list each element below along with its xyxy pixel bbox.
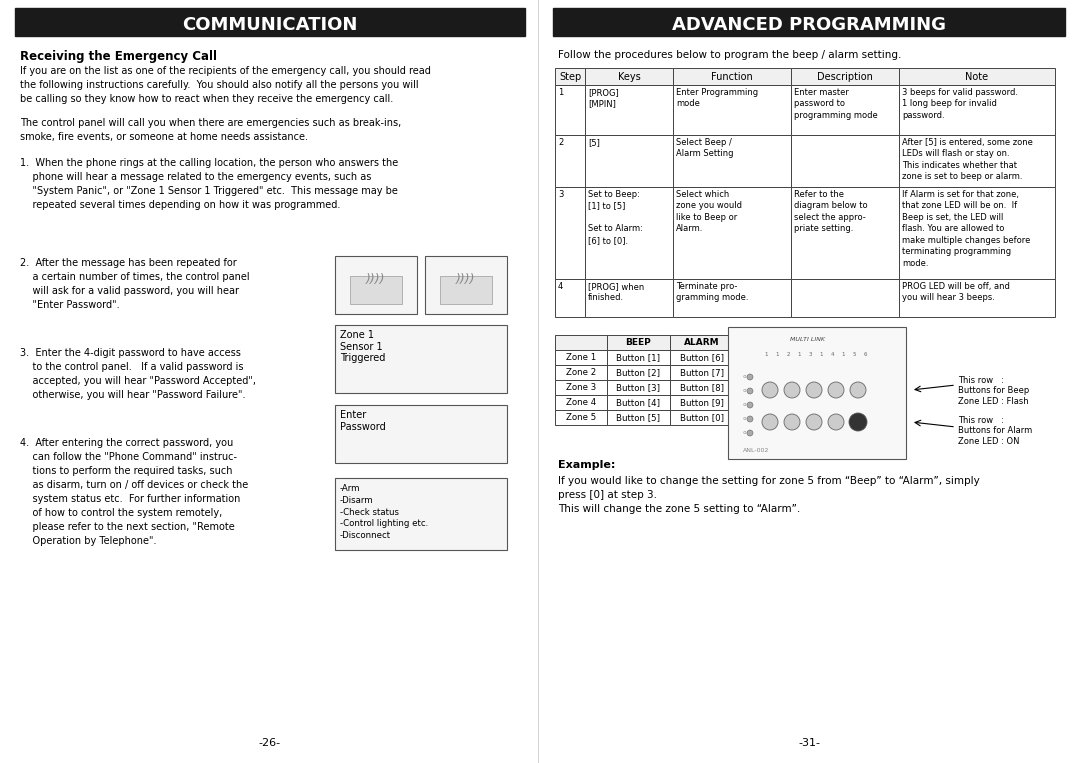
Bar bbox=[670, 410, 733, 425]
Bar bbox=[670, 335, 733, 350]
Text: 1: 1 bbox=[765, 353, 768, 358]
Bar bbox=[440, 276, 492, 304]
Bar bbox=[673, 135, 791, 187]
Text: Refer to the
diagram below to
select the appro-
priate setting.: Refer to the diagram below to select the… bbox=[794, 190, 867, 233]
Text: If you would like to change the setting for zone 5 from “Beep” to “Alarm”, simpl: If you would like to change the setting … bbox=[558, 476, 980, 486]
Text: 5: 5 bbox=[852, 353, 855, 358]
Text: press [0] at step 3.: press [0] at step 3. bbox=[558, 490, 657, 500]
Bar bbox=[585, 85, 673, 135]
Text: PROG LED will be off, and
you will hear 3 beeps.: PROG LED will be off, and you will hear … bbox=[902, 282, 1010, 302]
Bar bbox=[555, 68, 585, 85]
Bar bbox=[555, 279, 585, 317]
Bar bbox=[585, 68, 673, 85]
Text: -Arm
-Disarm
-Check status
-Control lighting etc.
-Disconnect: -Arm -Disarm -Check status -Control ligh… bbox=[340, 484, 429, 540]
Text: Step: Step bbox=[558, 72, 581, 82]
Text: Example:: Example: bbox=[558, 460, 616, 470]
Text: Enter Programming
mode: Enter Programming mode bbox=[676, 88, 758, 108]
Text: )))): )))) bbox=[456, 273, 476, 286]
Text: 4: 4 bbox=[831, 353, 834, 358]
Bar bbox=[607, 380, 670, 395]
Text: [PROG] when
finished.: [PROG] when finished. bbox=[588, 282, 645, 302]
Text: -26-: -26- bbox=[259, 738, 281, 748]
Bar bbox=[553, 8, 1065, 36]
Circle shape bbox=[747, 374, 753, 380]
Text: COMMUNICATION: COMMUNICATION bbox=[183, 16, 357, 34]
Text: Button [3]: Button [3] bbox=[617, 383, 661, 392]
Text: 3 beeps for valid password.
1 long beep for invalid
password.: 3 beeps for valid password. 1 long beep … bbox=[902, 88, 1018, 120]
Bar bbox=[585, 279, 673, 317]
Text: 4: 4 bbox=[558, 282, 564, 291]
Text: If you are on the list as one of the recipients of the emergency call, you shoul: If you are on the list as one of the rec… bbox=[21, 66, 431, 104]
Text: 2.  After the message has been repeated for
    a certain number of times, the c: 2. After the message has been repeated f… bbox=[21, 258, 249, 310]
Bar bbox=[899, 135, 1055, 187]
Text: Zone 5: Zone 5 bbox=[566, 413, 596, 422]
Bar bbox=[555, 410, 607, 425]
Text: 3.  Enter the 4-digit password to have access
    to the control panel.   If a v: 3. Enter the 4-digit password to have ac… bbox=[21, 348, 256, 400]
Bar bbox=[791, 135, 899, 187]
Circle shape bbox=[849, 413, 867, 431]
Circle shape bbox=[784, 414, 800, 430]
Bar bbox=[673, 279, 791, 317]
Bar bbox=[335, 478, 507, 550]
Text: This will change the zone 5 setting to “Alarm”.: This will change the zone 5 setting to “… bbox=[558, 504, 800, 514]
Text: )))): )))) bbox=[366, 273, 386, 286]
Bar bbox=[899, 187, 1055, 279]
Text: After [5] is entered, some zone
LEDs will flash or stay on.
This indicates wheth: After [5] is entered, some zone LEDs wil… bbox=[902, 138, 1032, 182]
Text: Description: Description bbox=[818, 72, 873, 82]
Text: -31-: -31- bbox=[798, 738, 820, 748]
Text: Set to Beep:
[1] to [5]

Set to Alarm:
[6] to [0].: Set to Beep: [1] to [5] Set to Alarm: [6… bbox=[588, 190, 643, 245]
Text: If Alarm is set for that zone,
that zone LED will be on.  If
Beep is set, the LE: If Alarm is set for that zone, that zone… bbox=[902, 190, 1030, 268]
Circle shape bbox=[747, 430, 753, 436]
Text: Function: Function bbox=[711, 72, 753, 82]
Text: Zone 3: Zone 3 bbox=[566, 383, 596, 392]
Bar bbox=[607, 365, 670, 380]
Text: 3: 3 bbox=[558, 190, 564, 199]
Bar bbox=[673, 68, 791, 85]
Text: Terminate pro-
gramming mode.: Terminate pro- gramming mode. bbox=[676, 282, 748, 302]
Bar bbox=[791, 85, 899, 135]
Bar bbox=[555, 380, 607, 395]
Circle shape bbox=[747, 402, 753, 408]
Text: This row   :
Buttons for Beep
Zone LED : Flash: This row : Buttons for Beep Zone LED : F… bbox=[958, 376, 1029, 406]
Bar bbox=[673, 85, 791, 135]
Text: Zone 1: Zone 1 bbox=[566, 353, 596, 362]
Text: 6: 6 bbox=[863, 353, 867, 358]
Bar bbox=[607, 395, 670, 410]
Bar bbox=[585, 187, 673, 279]
Bar bbox=[555, 365, 607, 380]
Text: 2: 2 bbox=[558, 138, 564, 147]
Bar bbox=[555, 350, 607, 365]
Bar bbox=[791, 279, 899, 317]
Circle shape bbox=[806, 382, 822, 398]
Text: 1.  When the phone rings at the calling location, the person who answers the
   : 1. When the phone rings at the calling l… bbox=[21, 158, 399, 210]
Text: Button [1]: Button [1] bbox=[617, 353, 661, 362]
Bar bbox=[670, 350, 733, 365]
Text: o: o bbox=[738, 417, 746, 421]
Text: o: o bbox=[738, 388, 746, 394]
Bar bbox=[607, 350, 670, 365]
Text: 4.  After entering the correct password, you
    can follow the "Phone Command" : 4. After entering the correct password, … bbox=[21, 438, 248, 546]
Bar bbox=[607, 335, 670, 350]
Text: Zone 4: Zone 4 bbox=[566, 398, 596, 407]
Text: MULTI LINK: MULTI LINK bbox=[789, 337, 824, 342]
Bar bbox=[899, 85, 1055, 135]
Text: 1: 1 bbox=[797, 353, 800, 358]
Text: The control panel will call you when there are emergencies such as break-ins,
sm: The control panel will call you when the… bbox=[21, 118, 402, 142]
Text: [PROG]
[MPIN]: [PROG] [MPIN] bbox=[588, 88, 619, 108]
Bar bbox=[555, 395, 607, 410]
Text: 3: 3 bbox=[808, 353, 812, 358]
Bar bbox=[335, 325, 507, 393]
Text: Button [2]: Button [2] bbox=[617, 368, 661, 377]
Bar bbox=[791, 68, 899, 85]
Text: Select Beep /
Alarm Setting: Select Beep / Alarm Setting bbox=[676, 138, 733, 159]
Bar bbox=[670, 365, 733, 380]
Text: Button [9]: Button [9] bbox=[679, 398, 724, 407]
Bar bbox=[673, 187, 791, 279]
Bar bbox=[899, 68, 1055, 85]
Circle shape bbox=[784, 382, 800, 398]
Bar bbox=[555, 135, 585, 187]
Text: o: o bbox=[738, 430, 746, 436]
Bar bbox=[670, 395, 733, 410]
Text: Receiving the Emergency Call: Receiving the Emergency Call bbox=[21, 50, 217, 63]
Bar bbox=[350, 276, 402, 304]
